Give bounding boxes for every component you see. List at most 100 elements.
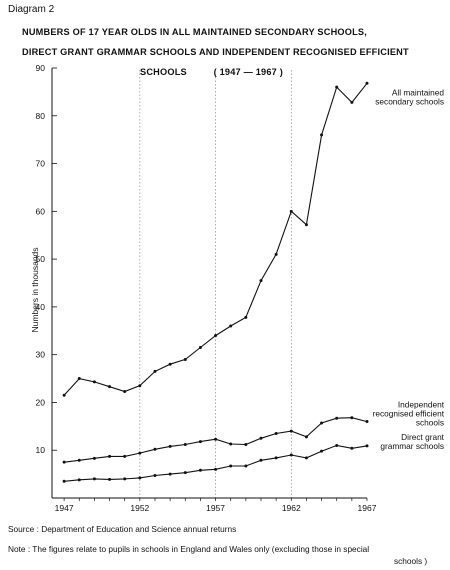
data-point-maintained xyxy=(229,324,233,328)
x-tick-label: 1962 xyxy=(282,503,301,513)
data-point-direct-grant xyxy=(123,477,127,481)
data-point-direct-grant xyxy=(198,468,202,472)
data-point-independent xyxy=(244,442,248,446)
y-tick-label: 70 xyxy=(36,159,46,169)
data-point-independent xyxy=(335,416,339,420)
data-point-independent xyxy=(168,444,172,448)
data-point-maintained xyxy=(92,380,96,384)
x-tick-label: 1947 xyxy=(55,503,74,513)
data-point-direct-grant xyxy=(153,474,157,478)
tick-labels: 10 20 30 40 50 60 70 80 90 1947 1952 1957 1962 1967 xyxy=(36,63,377,513)
source-footnote: Source : Department of Education and Sci… xyxy=(8,524,237,534)
data-point-independent xyxy=(259,436,263,440)
note-footnote: Note : The figures relate to pupils in s… xyxy=(8,544,370,554)
data-point-independent xyxy=(214,437,218,441)
series-label-maintained: All maintained xyxy=(392,87,445,97)
x-tick-label: 1957 xyxy=(206,503,225,513)
data-point-direct-grant xyxy=(229,464,233,468)
title-line-2: DIRECT GRANT GRAMMAR SCHOOLS AND INDEPEN… xyxy=(22,47,409,57)
data-point-independent xyxy=(123,454,127,458)
data-point-maintained xyxy=(198,346,202,349)
data-point-direct-grant xyxy=(289,453,293,457)
data-point-independent xyxy=(365,420,369,424)
data-point-direct-grant xyxy=(365,444,369,448)
data-point-maintained xyxy=(365,81,369,85)
data-point-maintained xyxy=(350,100,354,104)
data-point-direct-grant xyxy=(350,446,354,450)
data-point-direct-grant xyxy=(108,477,112,481)
data-point-direct-grant xyxy=(62,479,66,483)
y-axis-title: Numbers in thousands xyxy=(30,247,40,332)
data-point-independent xyxy=(138,451,142,455)
data-point-maintained xyxy=(62,393,66,397)
data-point-direct-grant xyxy=(320,449,324,453)
data-point-maintained xyxy=(335,85,339,89)
y-tick-label: 40 xyxy=(36,302,46,312)
grid-lines xyxy=(139,70,292,498)
data-point-independent xyxy=(183,442,187,446)
data-point-maintained xyxy=(77,377,81,381)
data-point-direct-grant xyxy=(274,456,278,460)
data-point-direct-grant xyxy=(335,443,339,447)
data-point-maintained xyxy=(123,389,127,393)
data-point-independent xyxy=(350,416,354,420)
data-point-maintained xyxy=(168,362,172,366)
data-point-independent xyxy=(77,458,81,462)
title-line-3b: ( 1947 — 1967 ) xyxy=(213,67,284,77)
data-point-maintained xyxy=(244,315,248,319)
data-point-direct-grant xyxy=(77,478,81,482)
data-point-direct-grant xyxy=(304,456,308,460)
series-label-maintained: secondary schools xyxy=(375,96,444,106)
data-point-maintained xyxy=(259,279,263,283)
axes xyxy=(51,67,368,501)
series-label-independent: recognised efficient xyxy=(373,409,445,419)
data-point-direct-grant xyxy=(259,458,263,462)
data-point-direct-grant xyxy=(92,477,96,481)
data-point-maintained xyxy=(108,385,112,389)
data-point-independent xyxy=(229,442,233,446)
data-point-independent xyxy=(92,456,96,460)
y-tick-label: 20 xyxy=(36,397,46,407)
chart-title: NUMBERS OF 17 YEAR OLDS IN ALL MAINTAINE… xyxy=(22,22,450,82)
data-point-maintained xyxy=(289,209,293,213)
data-point-maintained xyxy=(214,334,218,338)
y-tick-label: 60 xyxy=(36,206,46,216)
data-point-direct-grant xyxy=(138,476,142,480)
data-point-maintained xyxy=(183,357,187,361)
data-point-independent xyxy=(198,440,202,444)
data-point-direct-grant xyxy=(183,471,187,475)
data-point-direct-grant xyxy=(214,467,218,471)
series-label-direct-grant: grammar schools xyxy=(380,441,444,451)
data-point-maintained xyxy=(153,369,157,373)
title-line-1: NUMBERS OF 17 YEAR OLDS IN ALL MAINTAINE… xyxy=(22,27,367,37)
series-label-independent: Independent xyxy=(398,400,445,410)
y-tick-label: 90 xyxy=(36,63,46,73)
data-point-independent xyxy=(304,435,308,439)
y-tick-label: 10 xyxy=(36,445,46,455)
y-tick-label: 30 xyxy=(36,350,46,360)
data-point-maintained xyxy=(274,252,278,256)
data-point-direct-grant xyxy=(168,472,172,476)
data-point-independent xyxy=(289,429,293,433)
data-point-maintained xyxy=(304,223,308,227)
data-point-direct-grant xyxy=(244,464,248,468)
series-label-direct-grant: Direct grant xyxy=(401,432,445,442)
data-point-maintained xyxy=(138,384,142,388)
x-tick-label: 1967 xyxy=(358,503,377,513)
data-point-independent xyxy=(62,460,66,464)
note-footnote-cont: schools ) xyxy=(394,556,428,566)
x-tick-label: 1952 xyxy=(130,503,149,513)
series-label-independent: schools xyxy=(416,418,444,428)
data-point-maintained xyxy=(320,133,324,137)
title-line-3: SCHOOLS ( 1947 — 1967 ) xyxy=(22,62,450,82)
y-tick-label: 80 xyxy=(36,111,46,121)
plot-series xyxy=(62,81,369,483)
y-tick-label: 50 xyxy=(36,254,46,264)
diagram-label: Diagram 2 xyxy=(8,4,55,15)
data-point-independent xyxy=(108,454,112,458)
title-line-3a: SCHOOLS xyxy=(140,67,187,77)
data-point-independent xyxy=(153,447,157,451)
data-point-independent xyxy=(320,421,324,425)
